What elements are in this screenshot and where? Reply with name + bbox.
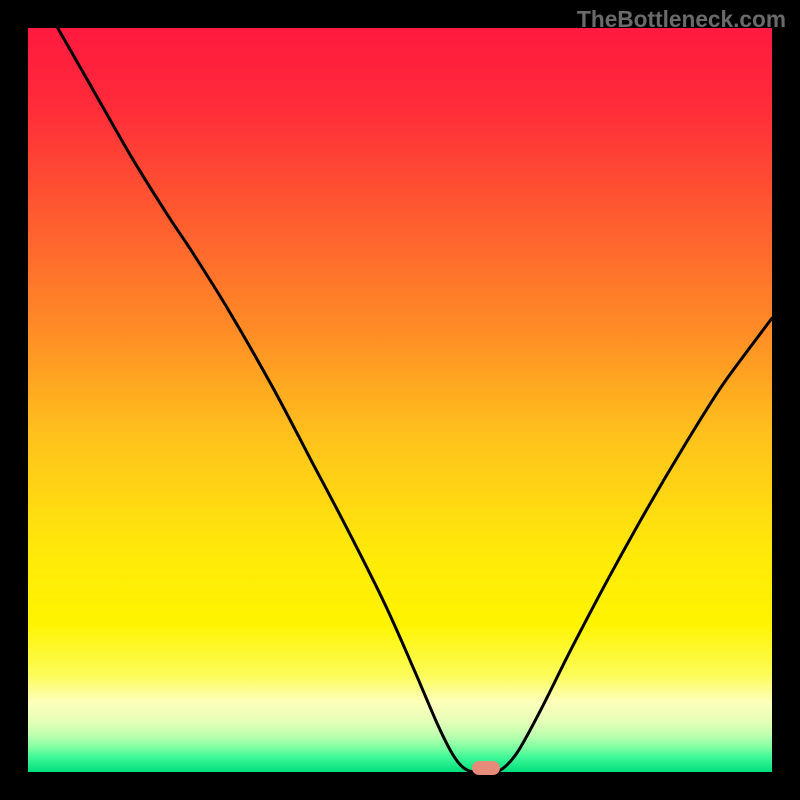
optimal-marker	[472, 761, 500, 775]
plot-area	[28, 28, 772, 772]
watermark-text: TheBottleneck.com	[577, 6, 786, 33]
stage: TheBottleneck.com	[0, 0, 800, 800]
bottleneck-curve	[28, 28, 772, 772]
